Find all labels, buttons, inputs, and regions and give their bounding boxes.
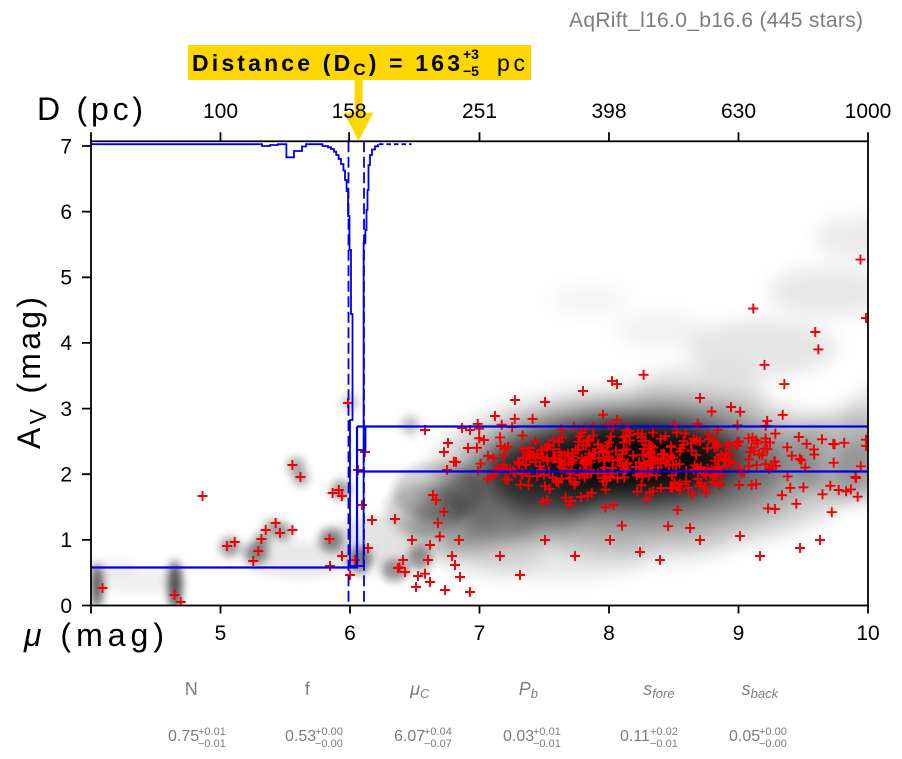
svg-text:158: 158 xyxy=(332,100,367,123)
svg-text:100: 100 xyxy=(203,100,238,123)
svg-text:μ (mag): μ (mag) xyxy=(23,617,164,653)
svg-text:−0.01: −0.01 xyxy=(533,738,561,750)
svg-text:630: 630 xyxy=(721,100,756,123)
svg-text:−0.00: −0.00 xyxy=(759,738,787,750)
svg-text:5: 5 xyxy=(60,267,72,290)
svg-text:10: 10 xyxy=(856,622,879,645)
svg-text:0.53: 0.53 xyxy=(285,728,316,745)
svg-text:−0.07: −0.07 xyxy=(424,738,452,750)
svg-text:8: 8 xyxy=(603,622,615,645)
svg-text:7: 7 xyxy=(474,622,486,645)
svg-text:+0.04: +0.04 xyxy=(424,726,452,738)
svg-text:D (pc): D (pc) xyxy=(37,91,143,127)
svg-text:+0.00: +0.00 xyxy=(759,726,787,738)
svg-text:+0.01: +0.01 xyxy=(533,726,561,738)
svg-text:251: 251 xyxy=(462,100,497,123)
svg-text:3: 3 xyxy=(60,398,72,421)
svg-text:7: 7 xyxy=(60,136,72,159)
svg-text:AqRift_l16.0_b16.6 (445 stars): AqRift_l16.0_b16.6 (445 stars) xyxy=(569,9,863,32)
svg-text:−0.01: −0.01 xyxy=(650,738,678,750)
svg-text:N: N xyxy=(185,679,198,699)
svg-text:1000: 1000 xyxy=(845,100,892,123)
svg-text:6.07: 6.07 xyxy=(394,728,425,745)
svg-text:+0.01: +0.01 xyxy=(198,726,226,738)
svg-text:1: 1 xyxy=(60,529,72,552)
svg-text:+3: +3 xyxy=(463,46,479,62)
svg-text:+0.02: +0.02 xyxy=(650,726,678,738)
svg-text:f: f xyxy=(305,679,311,699)
svg-text:0.11: 0.11 xyxy=(620,728,650,745)
svg-text:0: 0 xyxy=(60,595,72,618)
svg-text:Distance (DC) = 163: Distance (D C) = 163 xyxy=(192,50,460,79)
svg-text:9: 9 xyxy=(733,622,745,645)
svg-text:398: 398 xyxy=(591,100,626,123)
svg-text:2: 2 xyxy=(60,464,72,487)
svg-text:0.03: 0.03 xyxy=(503,728,534,745)
svg-text:0.75: 0.75 xyxy=(168,728,199,745)
svg-text:−0.01: −0.01 xyxy=(198,738,226,750)
svg-text:4: 4 xyxy=(60,332,72,355)
svg-text:6: 6 xyxy=(60,201,72,224)
svg-text:−5: −5 xyxy=(463,63,479,79)
svg-text:+0.00: +0.00 xyxy=(315,726,343,738)
svg-text:6: 6 xyxy=(344,622,356,645)
svg-text:−0.00: −0.00 xyxy=(315,738,343,750)
svg-text:5: 5 xyxy=(215,622,227,645)
svg-text:0.05: 0.05 xyxy=(729,728,760,745)
